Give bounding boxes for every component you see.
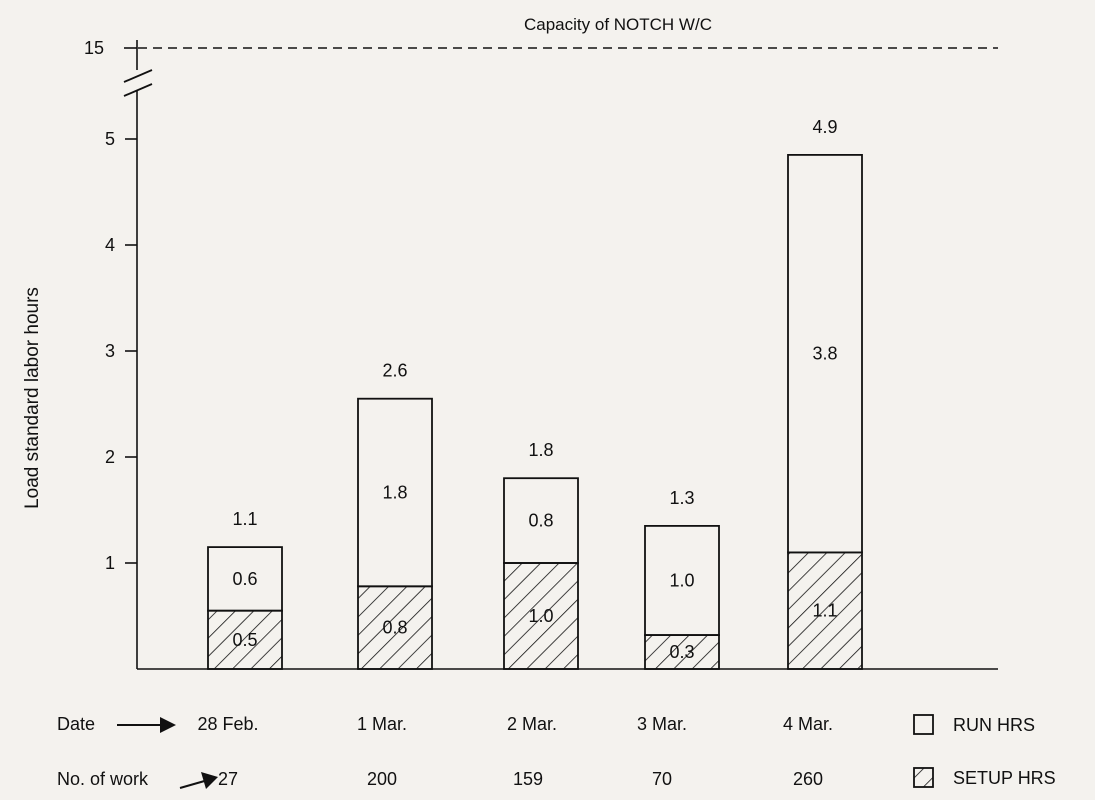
bar-run-1 xyxy=(357,397,433,588)
x-tick-label-0: 28 Feb. xyxy=(197,714,258,734)
bar-label-setup-0: 0.5 xyxy=(232,630,257,650)
axis-break-mark-2 xyxy=(123,83,153,97)
bar-label-total-2: 1.8 xyxy=(528,440,553,460)
x-tick-label-1: 1 Mar. xyxy=(357,714,407,734)
y-axis-label: Load standard labor hours xyxy=(22,287,43,509)
bars xyxy=(207,153,863,670)
bar-labels: 0.5 0.6 1.1 0.8 1.8 2.6 1.0 0.8 1.8 0.3 1.0 1.3 1.1 3… xyxy=(232,117,837,662)
y-tick-label-1: 1 xyxy=(105,553,115,573)
bar-label-run-2: 0.8 xyxy=(528,511,553,531)
y-tick-label-5: 5 xyxy=(105,129,115,149)
bar-label-total-1: 2.6 xyxy=(382,361,407,381)
bar-label-setup-4: 1.1 xyxy=(812,601,837,621)
bar-label-run-1: 1.8 xyxy=(382,483,407,503)
x-tick-label-3: 3 Mar. xyxy=(637,714,687,734)
bar-label-total-0: 1.1 xyxy=(232,509,257,529)
axis-break-mark-1 xyxy=(123,69,153,83)
bar-label-setup-3: 0.3 xyxy=(669,642,694,662)
bar-label-setup-2: 1.0 xyxy=(528,606,553,626)
work-count-label-3: 70 xyxy=(652,769,672,789)
date-row-label: Date xyxy=(57,714,95,734)
work-count-label-1: 200 xyxy=(367,769,397,789)
y-tick-label-2: 2 xyxy=(105,447,115,467)
y-tick-label-3: 3 xyxy=(105,341,115,361)
bar-label-run-3: 1.0 xyxy=(669,570,694,590)
bar-label-total-4: 4.9 xyxy=(812,117,837,137)
y-tick-label-4: 4 xyxy=(105,235,115,255)
bar-label-total-3: 1.3 xyxy=(669,488,694,508)
y-ticks: 1 2 3 4 5 xyxy=(105,129,137,573)
bar-setup-4 xyxy=(787,551,863,670)
work-count-label-4: 260 xyxy=(793,769,823,789)
legend-swatch-run xyxy=(913,714,934,735)
x-tick-label-4: 4 Mar. xyxy=(783,714,833,734)
x-labels: 28 Feb. 27 1 Mar. 200 2 Mar. 159 3 Mar. 70 4 Mar… xyxy=(197,714,833,789)
y-tick-label-15: 15 xyxy=(84,38,104,58)
bar-label-setup-1: 0.8 xyxy=(382,618,407,638)
legend: RUN HRS SETUP HRS xyxy=(913,714,1056,788)
legend-swatch-setup xyxy=(913,767,934,788)
bar-run-4 xyxy=(787,153,863,554)
bar-setup-1 xyxy=(357,585,433,670)
work-arrow-icon xyxy=(179,772,218,789)
bar-label-run-0: 0.6 xyxy=(232,569,257,589)
legend-label-run: RUN HRS xyxy=(953,715,1035,735)
bar-run-2 xyxy=(503,477,579,564)
date-arrow-icon xyxy=(117,717,176,733)
work-count-label-0: 27 xyxy=(218,769,238,789)
x-tick-label-2: 2 Mar. xyxy=(507,714,557,734)
bar-run-3 xyxy=(644,525,720,636)
bar-run-0 xyxy=(207,546,283,612)
work-row-label: No. of work xyxy=(57,769,149,789)
legend-label-setup: SETUP HRS xyxy=(953,768,1056,788)
work-count-label-2: 159 xyxy=(513,769,543,789)
bar-setup-0 xyxy=(207,609,283,670)
capacity-label: Capacity of NOTCH W/C xyxy=(524,15,712,34)
bar-label-run-4: 3.8 xyxy=(812,344,837,364)
